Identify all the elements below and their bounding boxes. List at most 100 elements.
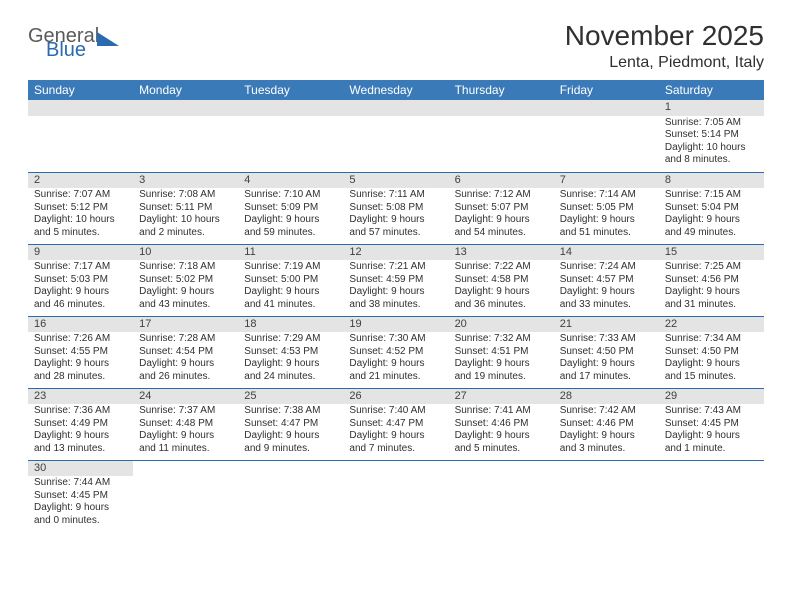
day-number [554,461,659,477]
sunrise-text: Sunrise: 7:41 AM [455,405,548,418]
sunset-text: Sunset: 5:07 PM [455,202,548,215]
calendar-cell [28,100,133,172]
day-details: Sunrise: 7:44 AMSunset: 4:45 PMDaylight:… [28,476,133,529]
calendar-cell: 30Sunrise: 7:44 AMSunset: 4:45 PMDayligh… [28,460,133,532]
calendar-cell: 8Sunrise: 7:15 AMSunset: 5:04 PMDaylight… [659,172,764,244]
daylight-text-1: Daylight: 9 hours [455,214,548,227]
sunset-text: Sunset: 4:57 PM [560,274,653,287]
day-details: Sunrise: 7:19 AMSunset: 5:00 PMDaylight:… [238,260,343,313]
location-text: Lenta, Piedmont, Italy [565,54,764,72]
calendar-cell: 13Sunrise: 7:22 AMSunset: 4:58 PMDayligh… [449,244,554,316]
calendar-cell: 27Sunrise: 7:41 AMSunset: 4:46 PMDayligh… [449,388,554,460]
calendar-cell: 18Sunrise: 7:29 AMSunset: 4:53 PMDayligh… [238,316,343,388]
sunrise-text: Sunrise: 7:32 AM [455,333,548,346]
daylight-text-1: Daylight: 9 hours [349,214,442,227]
sunrise-text: Sunrise: 7:28 AM [139,333,232,346]
calendar-cell: 24Sunrise: 7:37 AMSunset: 4:48 PMDayligh… [133,388,238,460]
daylight-text-2: and 0 minutes. [34,515,127,528]
sunrise-text: Sunrise: 7:08 AM [139,189,232,202]
sunset-text: Sunset: 4:50 PM [560,346,653,359]
sunset-text: Sunset: 5:09 PM [244,202,337,215]
sunrise-text: Sunrise: 7:40 AM [349,405,442,418]
day-details: Sunrise: 7:25 AMSunset: 4:56 PMDaylight:… [659,260,764,313]
day-number [133,461,238,477]
calendar-table: Sunday Monday Tuesday Wednesday Thursday… [28,80,764,532]
sunrise-text: Sunrise: 7:29 AM [244,333,337,346]
day-number [343,100,448,116]
daylight-text-1: Daylight: 9 hours [34,502,127,515]
sunset-text: Sunset: 4:55 PM [34,346,127,359]
daylight-text-2: and 41 minutes. [244,299,337,312]
daylight-text-1: Daylight: 9 hours [244,214,337,227]
calendar-cell [449,100,554,172]
daylight-text-2: and 59 minutes. [244,227,337,240]
sunset-text: Sunset: 5:05 PM [560,202,653,215]
day-details: Sunrise: 7:05 AMSunset: 5:14 PMDaylight:… [659,116,764,169]
calendar-cell [133,100,238,172]
sunrise-text: Sunrise: 7:18 AM [139,261,232,274]
sunrise-text: Sunrise: 7:38 AM [244,405,337,418]
calendar-cell: 6Sunrise: 7:12 AMSunset: 5:07 PMDaylight… [449,172,554,244]
sunset-text: Sunset: 4:46 PM [560,418,653,431]
day-details: Sunrise: 7:42 AMSunset: 4:46 PMDaylight:… [554,404,659,457]
day-number [449,100,554,116]
day-details: Sunrise: 7:40 AMSunset: 4:47 PMDaylight:… [343,404,448,457]
day-number: 14 [554,245,659,261]
calendar-cell: 28Sunrise: 7:42 AMSunset: 4:46 PMDayligh… [554,388,659,460]
daylight-text-1: Daylight: 9 hours [139,430,232,443]
daylight-text-2: and 21 minutes. [349,371,442,384]
weekday-header: Thursday [449,80,554,100]
day-number: 18 [238,317,343,333]
daylight-text-2: and 54 minutes. [455,227,548,240]
daylight-text-1: Daylight: 9 hours [349,286,442,299]
daylight-text-1: Daylight: 9 hours [455,286,548,299]
day-number: 5 [343,173,448,189]
sunset-text: Sunset: 4:50 PM [665,346,758,359]
daylight-text-1: Daylight: 9 hours [665,214,758,227]
sunset-text: Sunset: 4:47 PM [349,418,442,431]
calendar-cell: 14Sunrise: 7:24 AMSunset: 4:57 PMDayligh… [554,244,659,316]
day-details: Sunrise: 7:28 AMSunset: 4:54 PMDaylight:… [133,332,238,385]
day-number: 27 [449,389,554,405]
day-details: Sunrise: 7:08 AMSunset: 5:11 PMDaylight:… [133,188,238,241]
daylight-text-2: and 3 minutes. [560,443,653,456]
sunrise-text: Sunrise: 7:34 AM [665,333,758,346]
day-number: 10 [133,245,238,261]
month-title: November 2025 [565,20,764,52]
calendar-cell [133,460,238,532]
day-details: Sunrise: 7:22 AMSunset: 4:58 PMDaylight:… [449,260,554,313]
calendar-cell: 26Sunrise: 7:40 AMSunset: 4:47 PMDayligh… [343,388,448,460]
day-number: 6 [449,173,554,189]
daylight-text-1: Daylight: 9 hours [665,430,758,443]
daylight-text-1: Daylight: 10 hours [34,214,127,227]
day-number: 21 [554,317,659,333]
sunrise-text: Sunrise: 7:25 AM [665,261,758,274]
sunset-text: Sunset: 4:47 PM [244,418,337,431]
day-details: Sunrise: 7:24 AMSunset: 4:57 PMDaylight:… [554,260,659,313]
calendar-cell: 11Sunrise: 7:19 AMSunset: 5:00 PMDayligh… [238,244,343,316]
day-number: 30 [28,461,133,477]
day-details: Sunrise: 7:07 AMSunset: 5:12 PMDaylight:… [28,188,133,241]
sunrise-text: Sunrise: 7:12 AM [455,189,548,202]
sunrise-text: Sunrise: 7:21 AM [349,261,442,274]
daylight-text-2: and 38 minutes. [349,299,442,312]
day-details: Sunrise: 7:33 AMSunset: 4:50 PMDaylight:… [554,332,659,385]
calendar-cell: 5Sunrise: 7:11 AMSunset: 5:08 PMDaylight… [343,172,448,244]
sunset-text: Sunset: 4:54 PM [139,346,232,359]
weekday-header: Wednesday [343,80,448,100]
daylight-text-2: and 57 minutes. [349,227,442,240]
calendar-cell: 10Sunrise: 7:18 AMSunset: 5:02 PMDayligh… [133,244,238,316]
calendar-cell: 19Sunrise: 7:30 AMSunset: 4:52 PMDayligh… [343,316,448,388]
day-number: 16 [28,317,133,333]
calendar-cell: 4Sunrise: 7:10 AMSunset: 5:09 PMDaylight… [238,172,343,244]
sunrise-text: Sunrise: 7:10 AM [244,189,337,202]
daylight-text-1: Daylight: 9 hours [139,286,232,299]
sunrise-text: Sunrise: 7:33 AM [560,333,653,346]
calendar-cell: 15Sunrise: 7:25 AMSunset: 4:56 PMDayligh… [659,244,764,316]
daylight-text-1: Daylight: 9 hours [560,358,653,371]
daylight-text-2: and 2 minutes. [139,227,232,240]
sunset-text: Sunset: 4:45 PM [34,490,127,503]
daylight-text-2: and 7 minutes. [349,443,442,456]
sunrise-text: Sunrise: 7:19 AM [244,261,337,274]
weekday-header: Saturday [659,80,764,100]
